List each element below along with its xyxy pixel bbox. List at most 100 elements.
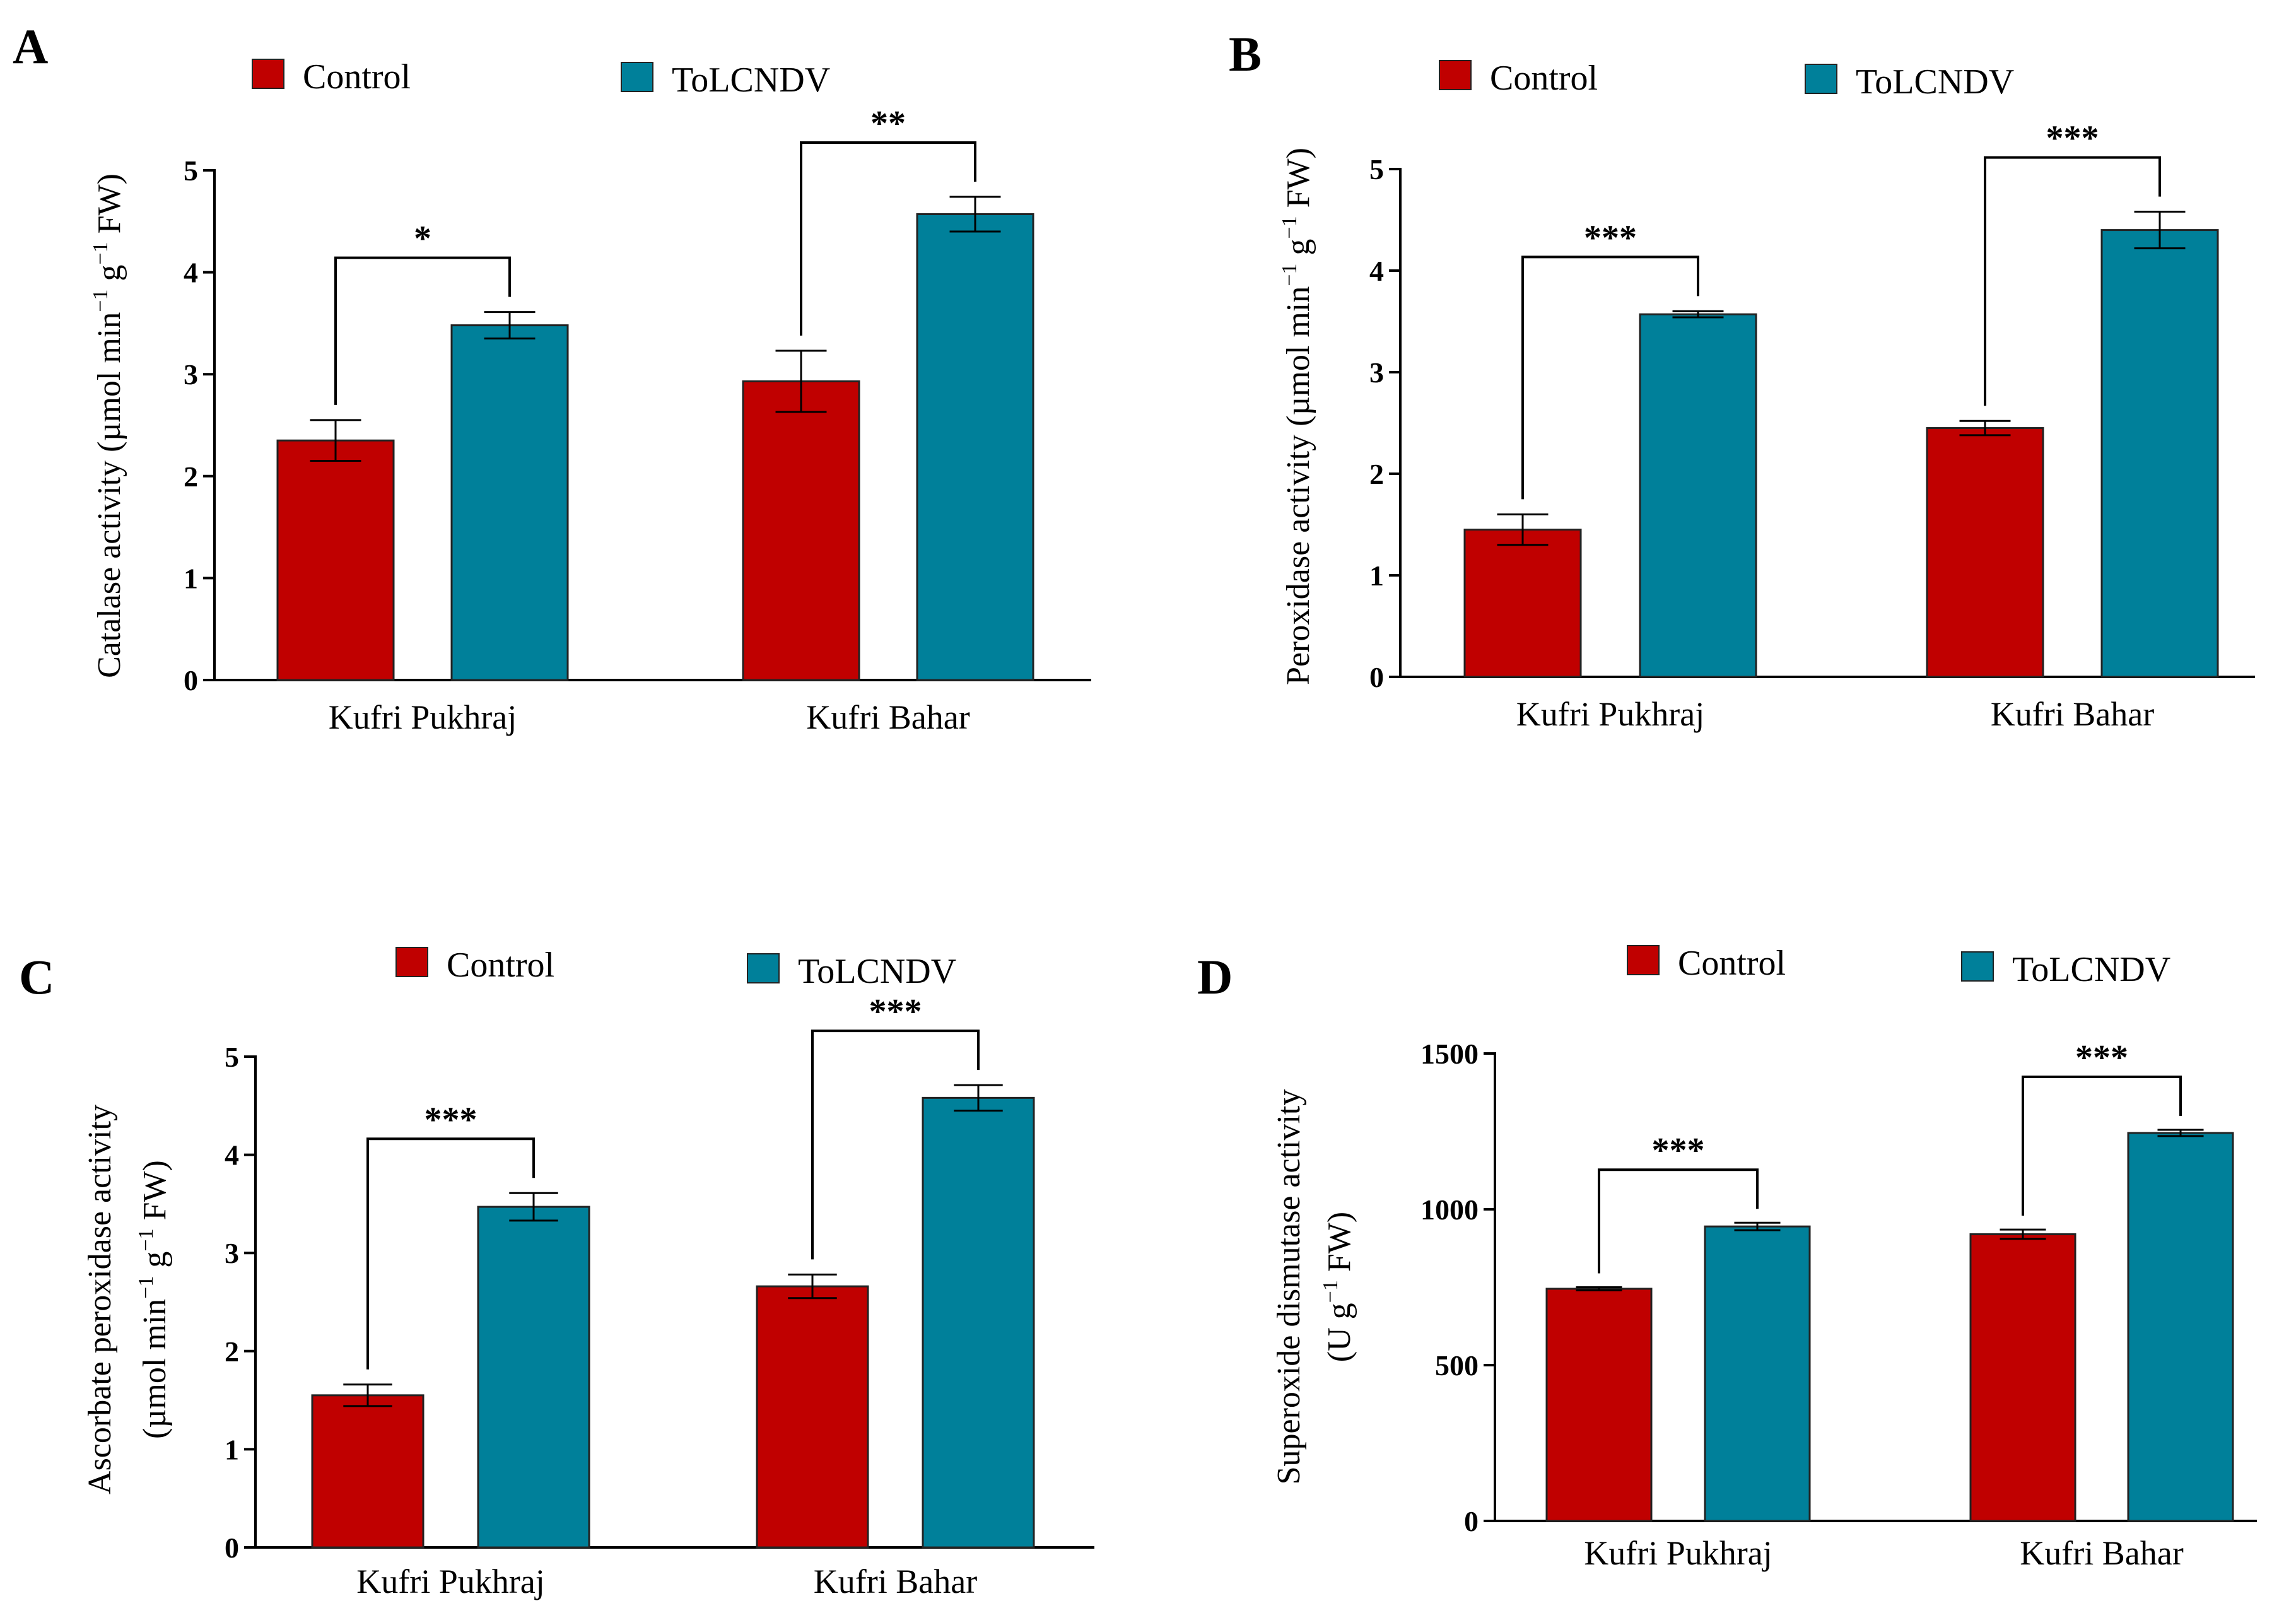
y-tick-label: 1 <box>184 562 198 594</box>
y-axis-label-superscript: −1 <box>1278 216 1301 238</box>
significance-bracket <box>1521 255 1699 500</box>
y-tick-label: 5 <box>225 1041 239 1073</box>
bar-tolcndv-kufri-bahar <box>916 213 1034 681</box>
significance-label: *** <box>1652 1131 1705 1170</box>
y-tick-label: 5 <box>184 155 198 187</box>
significance-bracket <box>811 1030 980 1260</box>
y-tick-label: 3 <box>184 358 198 390</box>
x-category-label: Kufri Pukhraj <box>329 698 517 736</box>
y-tick-label: 0 <box>1464 1505 1479 1537</box>
y-axis-label-part: FW) <box>137 1160 173 1228</box>
y-tick-label: 2 <box>1369 458 1384 490</box>
legend-swatch-control <box>1439 60 1472 90</box>
bar-tolcndv-kufri-pukhraj <box>477 1206 590 1549</box>
significance-label: *** <box>869 992 922 1031</box>
y-axis-label-line1: Ascorbate peroxidase activity <box>82 1105 118 1494</box>
y-axis-label-superscript: −1 <box>1319 1280 1342 1303</box>
significance-label: *** <box>425 1100 477 1139</box>
significance-label: *** <box>1584 218 1637 257</box>
y-tick-label: 1000 <box>1420 1194 1479 1226</box>
significance-label: *** <box>2075 1038 2128 1077</box>
legend-label-control: Control <box>303 57 411 97</box>
y-axis-label-part: FW) <box>1321 1212 1357 1280</box>
bar-control-kufri-bahar <box>1969 1233 2076 1522</box>
legend-swatch-control <box>395 947 428 977</box>
significance-label: ** <box>870 104 906 143</box>
significance-bracket <box>1984 156 2161 406</box>
y-axis-label-part: FW) <box>91 173 127 242</box>
bar-tolcndv-kufri-bahar <box>2100 229 2219 678</box>
y-axis-label-part: Peroxidase activity (µmol min <box>1280 286 1316 685</box>
y-axis-label-part: Catalase activity (µmol min <box>91 312 127 678</box>
bar-tolcndv-kufri-bahar <box>2127 1132 2234 1522</box>
y-tick-label: 5 <box>1369 153 1384 185</box>
y-tick-label: 3 <box>1369 356 1384 389</box>
legend-swatch-tolcndv <box>1805 64 1837 94</box>
y-axis-label-superscript: −1 <box>89 290 112 312</box>
significance-label: *** <box>2046 119 2099 158</box>
bar-control-kufri-pukhraj <box>311 1394 425 1549</box>
panel-letter: D <box>1197 949 1233 1004</box>
legend-label-tolcndv: ToLCNDV <box>2012 950 2170 989</box>
y-axis-label: (U g−1 FW) <box>1319 1212 1357 1362</box>
y-axis-label-part: g <box>91 265 127 290</box>
legend-swatch-control <box>1627 945 1660 975</box>
y-tick-label: 500 <box>1435 1349 1479 1382</box>
legend-label-tolcndv: ToLCNDV <box>672 61 830 100</box>
y-tick-label: 2 <box>184 461 198 493</box>
y-axis-label-superscript: −1 <box>134 1276 158 1299</box>
bar-control-kufri-bahar <box>742 380 860 681</box>
legend-swatch-control <box>252 59 284 89</box>
panel-letter: C <box>19 949 54 1004</box>
significance-bracket <box>366 1137 535 1370</box>
x-category-label: Kufri Pukhraj <box>356 1563 544 1600</box>
panel-c: C 0 1 2 3 4 5 *** *** Kufri Pukhraj Kufri Bahar Con… <box>19 946 1094 1600</box>
y-axis-label-part: (U g <box>1321 1303 1357 1362</box>
bar-control-kufri-pukhraj <box>1545 1288 1653 1522</box>
legend-swatch-tolcndv <box>621 62 653 92</box>
legend-label-control: Control <box>1678 944 1786 983</box>
y-tick-label: 2 <box>225 1335 239 1368</box>
bar-control-kufri-pukhraj <box>1463 529 1582 678</box>
panel-d: D 0 500 1000 1500 *** *** Kufri Pukhraj Kufri Ba… <box>1197 944 2257 1572</box>
y-tick-label: 0 <box>225 1532 239 1564</box>
y-axis-label: Catalase activity (µmol min−1 g−1 FW) <box>89 173 127 678</box>
y-tick-label: 1500 <box>1420 1038 1479 1070</box>
significance-bracket <box>1598 1168 1759 1274</box>
legend-label-control: Control <box>1490 59 1598 98</box>
x-category-label: Kufri Pukhraj <box>1516 695 1704 733</box>
y-axis-label-part: (µmol min <box>137 1299 173 1439</box>
significance-bracket <box>800 141 976 336</box>
y-tick-label: 3 <box>225 1237 239 1269</box>
legend-label-control: Control <box>447 946 554 985</box>
y-axis-label: (µmol min−1 g−1 FW) <box>134 1160 173 1439</box>
legend-swatch-tolcndv <box>747 953 780 983</box>
panel-letter: B <box>1229 26 1262 81</box>
bar-tolcndv-kufri-bahar <box>922 1096 1035 1549</box>
bar-control-kufri-bahar <box>1926 427 2044 678</box>
panel-letter: A <box>13 19 48 74</box>
y-axis-label-superscript: −1 <box>134 1228 158 1251</box>
x-category-label: Kufri Bahar <box>2020 1534 2183 1572</box>
significance-bracket <box>334 256 511 405</box>
x-category-label: Kufri Pukhraj <box>1584 1534 1772 1572</box>
y-tick-label: 1 <box>1369 560 1384 592</box>
y-tick-label: 4 <box>225 1139 239 1171</box>
bar-control-kufri-bahar <box>756 1285 869 1549</box>
y-axis-label-line1: Superoxide dismutase activity <box>1271 1089 1307 1485</box>
y-tick-label: 1 <box>225 1433 239 1465</box>
x-category-label: Kufri Bahar <box>1991 695 2154 733</box>
significance-bracket <box>2022 1076 2182 1216</box>
y-axis-label-part: FW) <box>1280 148 1316 216</box>
y-tick-label: 4 <box>1369 255 1384 287</box>
y-axis-label: Peroxidase activity (µmol min−1 g−1 FW) <box>1278 148 1316 685</box>
legend-swatch-tolcndv <box>1961 951 1994 982</box>
bar-tolcndv-kufri-pukhraj <box>1639 313 1757 678</box>
y-axis-label-superscript: −1 <box>89 242 112 264</box>
y-axis-label-part: g <box>137 1252 173 1276</box>
bar-tolcndv-kufri-pukhraj <box>450 324 569 681</box>
x-category-label: Kufri Bahar <box>806 698 969 736</box>
x-category-label: Kufri Bahar <box>814 1563 977 1600</box>
